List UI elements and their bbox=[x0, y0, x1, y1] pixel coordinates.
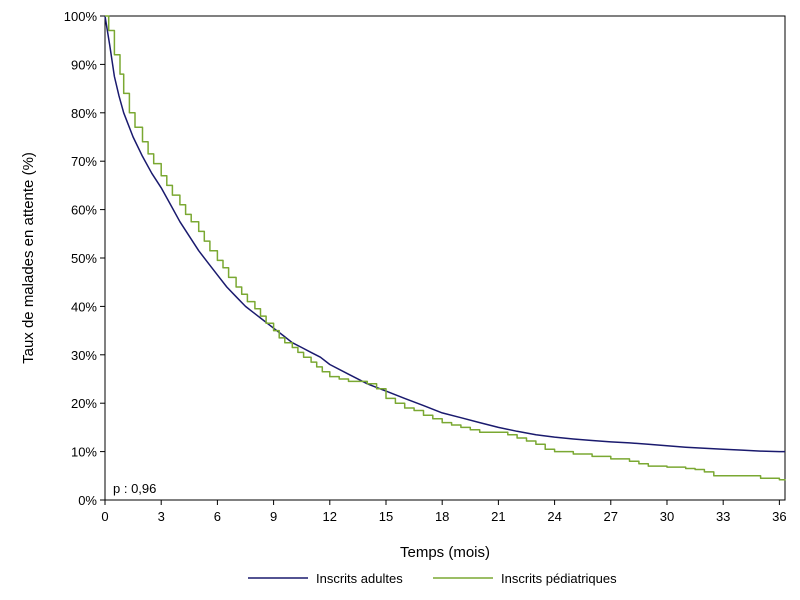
x-tick-label: 6 bbox=[214, 509, 221, 524]
x-tick-label: 24 bbox=[547, 509, 561, 524]
x-tick-label: 18 bbox=[435, 509, 449, 524]
plot-frame bbox=[104, 15, 786, 501]
legend: Inscrits adultes Inscrits pédiatriques bbox=[248, 571, 617, 586]
series-layer bbox=[104, 15, 786, 481]
y-axis-title: Taux de malades en attente (%) bbox=[20, 152, 37, 364]
y-tick-label: 0% bbox=[78, 493, 97, 508]
y-axis-ticks: 0% 10% 20% 30% 40% 50% 60% 70% 80% 90% 100% bbox=[64, 9, 105, 508]
x-tick-label: 9 bbox=[270, 509, 277, 524]
x-tick-label: 36 bbox=[772, 509, 786, 524]
legend-label-pediatriques: Inscrits pédiatriques bbox=[501, 571, 617, 586]
x-tick-label: 3 bbox=[158, 509, 165, 524]
x-axis-ticks: 0 3 6 9 12 15 18 21 24 27 30 33 36 bbox=[101, 500, 787, 524]
x-tick-label: 21 bbox=[491, 509, 505, 524]
p-value-annotation: p : 0,96 bbox=[113, 481, 156, 496]
x-tick-label: 12 bbox=[323, 509, 337, 524]
y-tick-label: 100% bbox=[64, 9, 98, 24]
x-axis-title: Temps (mois) bbox=[400, 544, 490, 561]
x-tick-label: 0 bbox=[101, 509, 108, 524]
y-tick-label: 30% bbox=[71, 348, 97, 363]
x-tick-label: 27 bbox=[604, 509, 618, 524]
y-tick-label: 20% bbox=[71, 396, 97, 411]
y-tick-label: 40% bbox=[71, 299, 97, 314]
x-tick-label: 15 bbox=[379, 509, 393, 524]
series-line-1 bbox=[105, 15, 786, 481]
y-tick-label: 80% bbox=[71, 106, 97, 121]
y-tick-label: 60% bbox=[71, 203, 97, 218]
y-tick-label: 50% bbox=[71, 251, 97, 266]
y-tick-label: 10% bbox=[71, 445, 97, 460]
x-tick-label: 33 bbox=[716, 509, 730, 524]
y-tick-label: 70% bbox=[71, 154, 97, 169]
legend-label-adultes: Inscrits adultes bbox=[316, 571, 403, 586]
series-line-0 bbox=[104, 15, 785, 453]
x-tick-label: 30 bbox=[660, 509, 674, 524]
y-tick-label: 90% bbox=[71, 57, 97, 72]
